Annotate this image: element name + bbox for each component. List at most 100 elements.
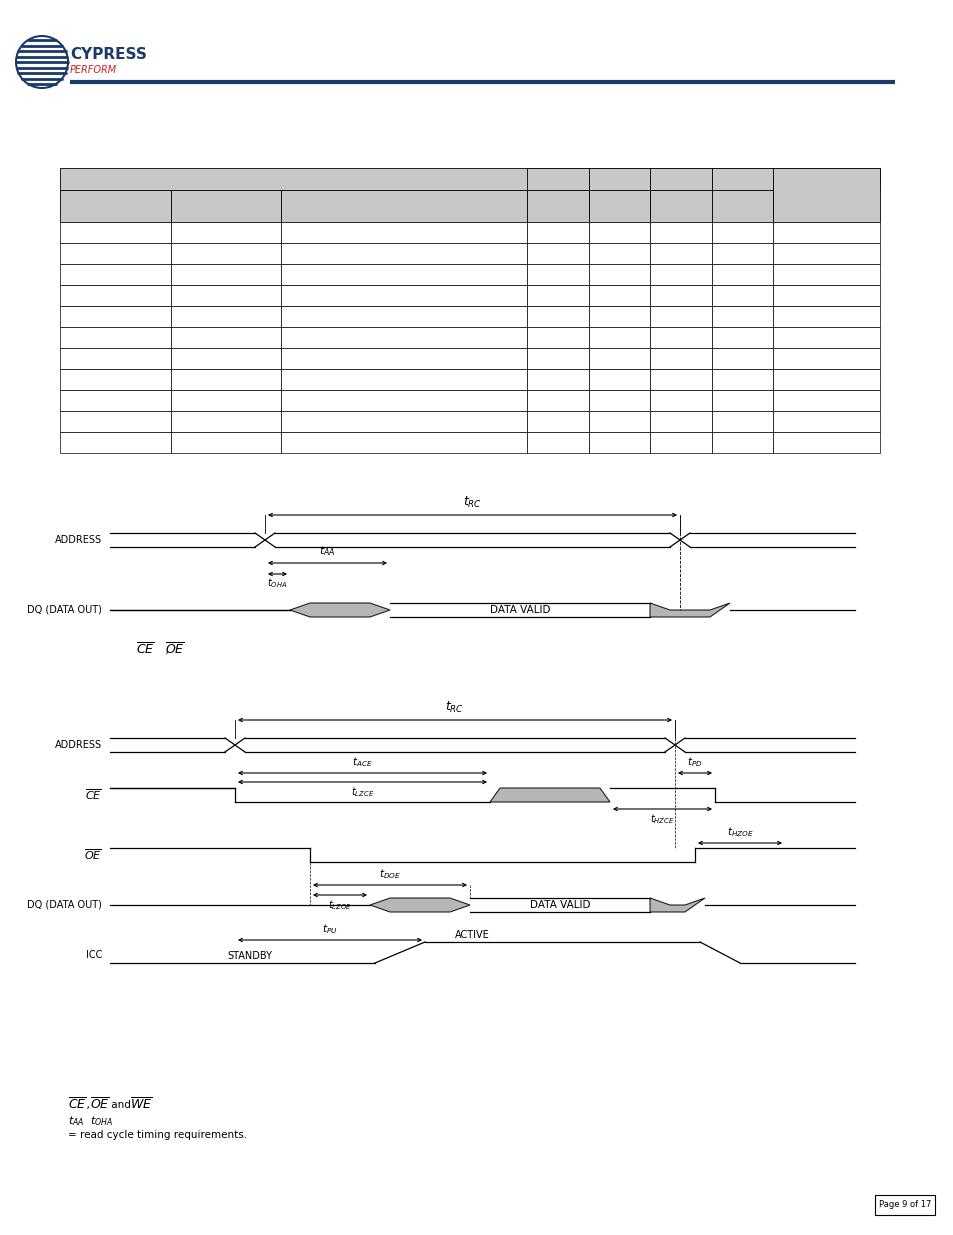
Text: $\overline{OE}$: $\overline{OE}$ bbox=[165, 642, 185, 658]
Bar bbox=[773, 369, 879, 390]
Bar bbox=[650, 348, 711, 369]
Bar bbox=[711, 432, 773, 453]
Bar bbox=[171, 327, 281, 348]
Bar bbox=[281, 285, 527, 306]
Text: DQ (DATA OUT): DQ (DATA OUT) bbox=[27, 900, 102, 910]
Text: CYPRESS: CYPRESS bbox=[70, 47, 147, 62]
Polygon shape bbox=[290, 603, 390, 618]
Bar bbox=[281, 369, 527, 390]
Bar bbox=[773, 222, 879, 243]
Text: $\overline{CE}$: $\overline{CE}$ bbox=[68, 1097, 87, 1113]
Bar bbox=[711, 411, 773, 432]
Polygon shape bbox=[649, 603, 729, 618]
Bar bbox=[711, 369, 773, 390]
Bar bbox=[171, 243, 281, 264]
Bar bbox=[60, 390, 171, 411]
Bar bbox=[60, 411, 171, 432]
Bar bbox=[588, 222, 650, 243]
Bar bbox=[711, 285, 773, 306]
Bar bbox=[773, 390, 879, 411]
Text: PERFORM: PERFORM bbox=[70, 65, 117, 75]
Bar bbox=[60, 222, 171, 243]
Bar bbox=[281, 327, 527, 348]
Text: $\overline{CE}$: $\overline{CE}$ bbox=[135, 642, 154, 658]
Text: ,: , bbox=[83, 1100, 93, 1110]
Text: $t_{PD}$: $t_{PD}$ bbox=[686, 755, 702, 769]
Bar bbox=[527, 243, 588, 264]
Bar bbox=[588, 390, 650, 411]
Bar bbox=[588, 285, 650, 306]
Bar bbox=[281, 190, 527, 222]
Text: $t_{ACE}$: $t_{ACE}$ bbox=[352, 755, 373, 769]
Bar bbox=[773, 285, 879, 306]
Polygon shape bbox=[370, 898, 470, 911]
Bar bbox=[527, 190, 588, 222]
Bar bbox=[60, 190, 171, 222]
Text: Page 9 of 17: Page 9 of 17 bbox=[878, 1200, 930, 1209]
Bar bbox=[527, 306, 588, 327]
Bar bbox=[650, 222, 711, 243]
Bar bbox=[171, 369, 281, 390]
Text: $\overline{OE}$: $\overline{OE}$ bbox=[84, 847, 102, 862]
Bar bbox=[773, 306, 879, 327]
Bar bbox=[281, 432, 527, 453]
Bar bbox=[171, 285, 281, 306]
Bar bbox=[281, 222, 527, 243]
Bar bbox=[650, 369, 711, 390]
Bar bbox=[527, 222, 588, 243]
Bar bbox=[281, 306, 527, 327]
Text: ACTIVE: ACTIVE bbox=[455, 930, 489, 940]
Bar bbox=[588, 327, 650, 348]
Text: $t_{AA}$: $t_{AA}$ bbox=[319, 545, 335, 558]
Text: DATA VALID: DATA VALID bbox=[529, 900, 590, 910]
Bar bbox=[711, 327, 773, 348]
Bar bbox=[527, 369, 588, 390]
Text: $t_{PU}$: $t_{PU}$ bbox=[322, 923, 337, 936]
Text: ADDRESS: ADDRESS bbox=[55, 535, 102, 545]
Text: $\overline{CE}$: $\overline{CE}$ bbox=[85, 788, 102, 803]
Text: $t_{OHA}$: $t_{OHA}$ bbox=[267, 576, 288, 590]
Bar bbox=[527, 411, 588, 432]
Bar bbox=[588, 264, 650, 285]
Bar bbox=[171, 190, 281, 222]
Bar bbox=[527, 168, 588, 190]
Text: $t_{RC}$: $t_{RC}$ bbox=[445, 700, 464, 715]
Text: $t_{LZCE}$: $t_{LZCE}$ bbox=[351, 785, 374, 799]
Bar bbox=[281, 390, 527, 411]
Text: and: and bbox=[108, 1100, 134, 1110]
Text: = read cycle timing requirements.: = read cycle timing requirements. bbox=[68, 1130, 247, 1140]
Text: $t_{LZOE}$: $t_{LZOE}$ bbox=[328, 898, 352, 911]
Bar bbox=[588, 190, 650, 222]
Bar bbox=[60, 327, 171, 348]
Bar bbox=[650, 285, 711, 306]
Bar bbox=[650, 390, 711, 411]
Bar bbox=[711, 348, 773, 369]
Bar bbox=[711, 243, 773, 264]
Text: $t_{AA}$: $t_{AA}$ bbox=[68, 1114, 85, 1128]
Bar bbox=[588, 432, 650, 453]
Bar bbox=[60, 369, 171, 390]
Text: DATA VALID: DATA VALID bbox=[489, 605, 550, 615]
Text: $\overline{WE}$: $\overline{WE}$ bbox=[130, 1097, 152, 1113]
Bar bbox=[527, 432, 588, 453]
Bar bbox=[711, 168, 773, 190]
Bar bbox=[650, 190, 711, 222]
Bar bbox=[281, 264, 527, 285]
Bar bbox=[650, 432, 711, 453]
Bar bbox=[171, 222, 281, 243]
Bar bbox=[650, 168, 711, 190]
Text: DQ (DATA OUT): DQ (DATA OUT) bbox=[27, 605, 102, 615]
Bar bbox=[171, 348, 281, 369]
Bar bbox=[773, 327, 879, 348]
Bar bbox=[171, 306, 281, 327]
Text: $t_{RC}$: $t_{RC}$ bbox=[462, 495, 481, 510]
Bar bbox=[527, 285, 588, 306]
Bar bbox=[60, 264, 171, 285]
Bar bbox=[171, 264, 281, 285]
Text: $\overline{OE}$: $\overline{OE}$ bbox=[90, 1097, 110, 1113]
Bar bbox=[527, 264, 588, 285]
Text: $t_{OHA}$: $t_{OHA}$ bbox=[90, 1114, 113, 1128]
Bar bbox=[588, 243, 650, 264]
Text: $t_{HZOE}$: $t_{HZOE}$ bbox=[726, 825, 753, 839]
Bar bbox=[527, 348, 588, 369]
